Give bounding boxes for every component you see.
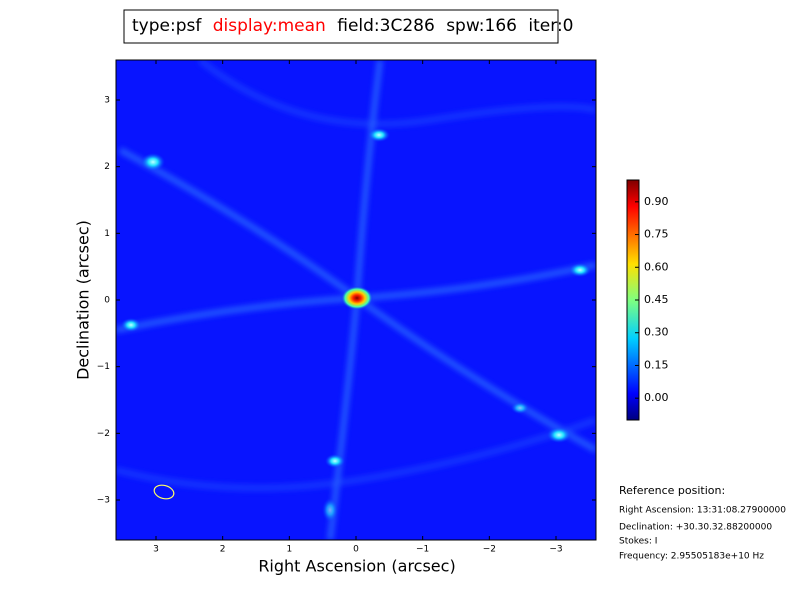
psf-image [116, 60, 596, 540]
colorbar-tick-label: 0.75 [644, 228, 669, 241]
x-tick-label: 1 [286, 545, 292, 555]
y-tick-label: 2 [104, 162, 110, 172]
x-axis-label: Right Ascension (arcsec) [258, 557, 455, 576]
title-type: type:psf [132, 16, 202, 36]
reference-line: Frequency: 2.95505183e+10 Hz [619, 552, 764, 562]
x-tick-label: 2 [220, 545, 226, 555]
title-box [123, 9, 559, 44]
y-tick-label: 3 [104, 96, 110, 106]
reference-line: Stokes: I [619, 537, 657, 547]
title-field: field:3C286 [337, 16, 435, 36]
colorbar-tick-label: 0.15 [644, 358, 669, 371]
colorbar-tick-label: 0.00 [644, 391, 669, 404]
x-tick-label: −3 [549, 545, 562, 555]
reference-heading: Reference position: [619, 484, 725, 497]
y-tick-label: −3 [97, 496, 110, 506]
colorbar-tick-label: 0.30 [644, 326, 669, 339]
chart-title: type:psf display:mean field:3C286 spw:16… [132, 16, 574, 36]
x-tick-label: −1 [416, 545, 429, 555]
y-tick-label: −2 [97, 429, 110, 439]
title-spw: spw:166 [446, 16, 517, 36]
title-display: display:mean [213, 16, 326, 36]
y-axis-label: Declination (arcsec) [74, 220, 93, 380]
x-tick-label: 0 [353, 545, 359, 555]
x-tick-label: −2 [483, 545, 496, 555]
y-tick-label: 0 [104, 296, 110, 306]
colorbar-tick-label: 0.45 [644, 293, 669, 306]
reference-line: Declination: +30.30.32.88200000 [619, 523, 772, 533]
y-tick-label: 1 [104, 229, 110, 239]
colorbar-tick-label: 0.60 [644, 260, 669, 273]
x-tick-label: 3 [153, 545, 159, 555]
reference-line: Right Ascension: 13:31:08.27900000 [619, 506, 786, 516]
y-tick-label: −1 [97, 362, 110, 372]
title-iter: iter:0 [528, 16, 573, 36]
colorbar-tick-label: 0.90 [644, 195, 669, 208]
